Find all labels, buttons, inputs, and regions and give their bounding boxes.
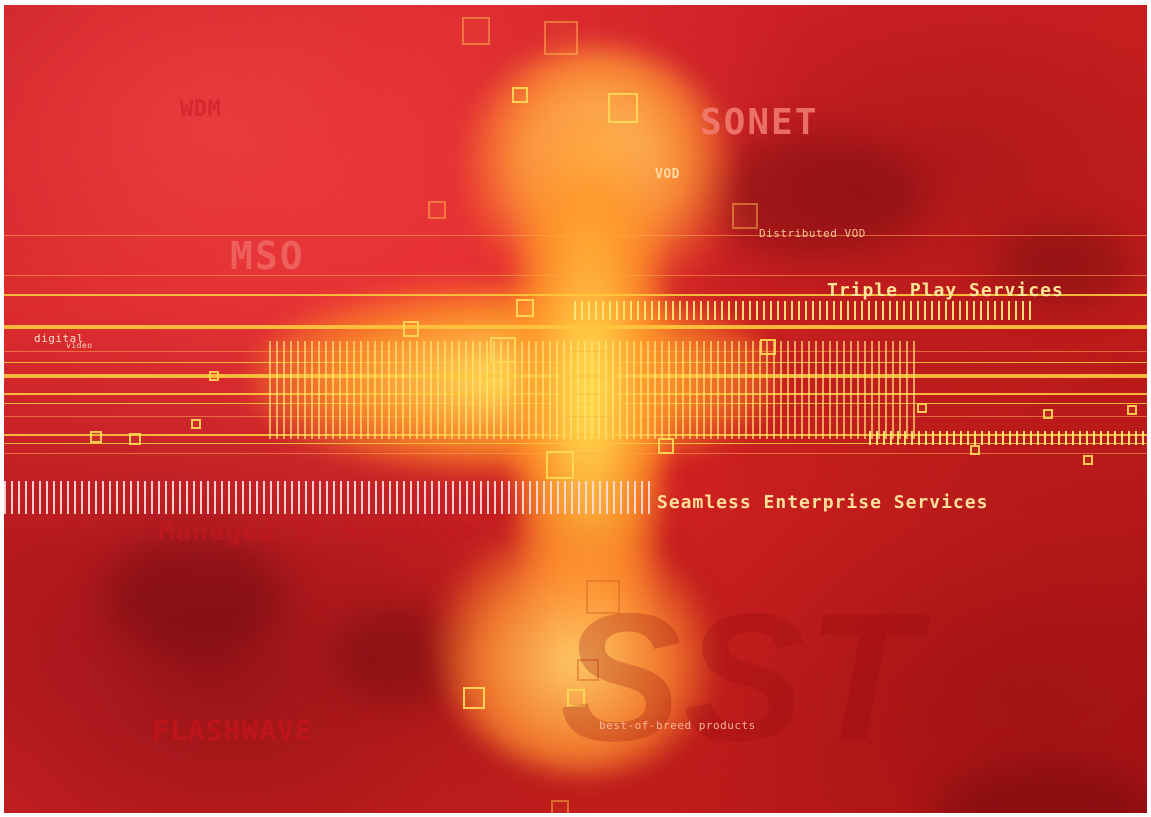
outline-square — [90, 431, 102, 443]
label-seamless-enterprise-services: Seamless Enterprise Services — [657, 492, 989, 513]
dark-shadow — [994, 225, 1134, 305]
outline-square — [732, 203, 758, 229]
outline-square — [516, 299, 534, 317]
label-flashwave: FLASHWAVE — [152, 714, 313, 747]
label-mso: MSO — [230, 234, 305, 278]
label-sonet: SONET — [700, 102, 819, 143]
outline-square — [567, 689, 585, 707]
outline-square — [551, 800, 569, 813]
glowing-bone-bottom — [434, 525, 714, 775]
signal-bars-upper — [574, 301, 1034, 320]
outline-square — [608, 93, 638, 123]
label-wdm: WDM — [180, 97, 222, 122]
label-digital: digital — [34, 332, 84, 345]
label-triple-play-services: Triple Play Services — [827, 280, 1064, 301]
watermark-sst: SST — [560, 575, 920, 779]
label-distributed-vod: Distributed VOD — [759, 227, 866, 240]
signal-line — [4, 235, 1147, 236]
signal-line — [4, 453, 1147, 454]
label-managed-ip-services: Managed IP Services — [159, 517, 476, 547]
outline-square — [586, 580, 620, 614]
dark-shadow — [934, 765, 1147, 813]
outline-square — [970, 445, 980, 455]
outline-square — [209, 371, 219, 381]
outline-square — [428, 201, 446, 219]
signal-line — [4, 325, 1147, 329]
signal-line — [4, 443, 1147, 444]
outline-square — [1083, 455, 1093, 465]
outline-square — [760, 339, 776, 355]
signal-line — [4, 294, 1147, 296]
outline-square — [1043, 409, 1053, 419]
signal-bars-lower — [4, 481, 654, 514]
outline-square — [577, 659, 599, 681]
outline-square — [512, 87, 528, 103]
outline-square — [1127, 405, 1137, 415]
label-best-of-breed-products: best-of-breed products — [599, 719, 756, 732]
outline-square — [129, 433, 141, 445]
label-video: video — [66, 341, 93, 350]
outline-square — [191, 419, 201, 429]
outline-square — [546, 451, 574, 479]
outline-square — [462, 17, 490, 45]
signal-bars — [269, 341, 919, 439]
signal-bars-right — [869, 431, 1144, 445]
dark-shadow — [104, 535, 284, 655]
network-services-artwork: SST WDM SONET VOD Distributed VOD MSO Tr… — [4, 5, 1147, 813]
outline-square — [544, 21, 578, 55]
outline-square — [403, 321, 419, 337]
outline-square — [658, 438, 674, 454]
outline-square — [490, 337, 516, 363]
outline-square — [917, 403, 927, 413]
signal-line — [4, 275, 1147, 276]
label-vod: VOD — [655, 167, 680, 182]
outline-square — [463, 687, 485, 709]
